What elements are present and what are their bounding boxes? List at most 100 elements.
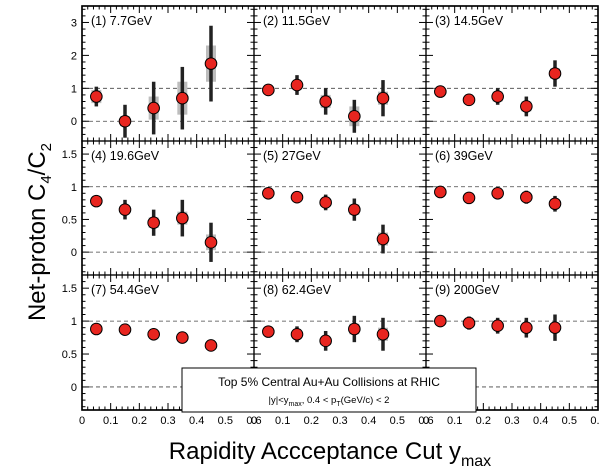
data-point: [548, 67, 562, 80]
x-tick-label: 0.5: [562, 415, 577, 427]
data-point: [434, 314, 447, 328]
data-point: [147, 216, 160, 230]
x-tick-label: 0.2: [132, 415, 147, 427]
x-tick-label: 0.5: [390, 415, 405, 427]
data-point: [491, 186, 504, 200]
y-axis-title-sep: /C: [24, 151, 51, 175]
x-tick-label: 0.3: [504, 415, 519, 427]
y-tick-label: 0.5: [62, 214, 77, 226]
x-tick-label: 0.5: [218, 415, 233, 427]
data-point: [491, 90, 504, 103]
x-tick-label: 0.3: [332, 415, 347, 427]
legend-line-2-b: max: [289, 401, 303, 408]
x-tick-label: 0.2: [476, 415, 491, 427]
outer-frame: [81, 5, 599, 411]
legend-frame: [181, 367, 477, 413]
x-axis-title-sub: max: [461, 453, 491, 470]
data-point: [434, 85, 447, 98]
data-point: [462, 316, 476, 330]
data-point: [290, 327, 304, 341]
x-tick-label: 0.1: [103, 415, 118, 427]
panel-6: (6) 39GeV: [425, 140, 599, 276]
data-point: [548, 197, 562, 211]
data-point: [462, 191, 476, 205]
y-tick-label: 1: [71, 316, 77, 328]
data-point: [491, 319, 504, 333]
y-tick-label: 1: [71, 83, 77, 95]
data-point: [520, 321, 533, 334]
x-tick-label: 0: [251, 415, 257, 427]
x-tick-label: 0.3: [160, 415, 175, 427]
data-point: [520, 190, 533, 204]
data-point: [90, 194, 103, 208]
x-axis-title: Rapidity Accceptance Cut ymax: [169, 438, 491, 470]
y-tick-label: 1: [71, 182, 77, 194]
data-point: [348, 203, 361, 216]
x-tick-label: 0.4: [533, 415, 548, 427]
data-point: [348, 110, 361, 123]
data-point: [204, 236, 218, 249]
data-point: [90, 90, 103, 103]
panel-label: (9) 200GeV: [435, 283, 500, 297]
x-tick-label: 0.1: [275, 415, 290, 427]
panel-label: (4) 19.6GeV: [91, 149, 160, 163]
panel-grid: 0 1 2 3 (1) 7.7GeV (2) 11.5GeV (3) 14.5GeV 0 0.5…: [62, 5, 600, 427]
y-tick-label: 0.5: [62, 349, 77, 361]
panel-9: 0 0.1 0.2 0.3 0.4 0.5 0.6 (9) 200GeV: [423, 274, 600, 427]
x-tick-label: 0.4: [361, 415, 376, 427]
panel-3: (3) 14.5GeV: [425, 5, 599, 142]
x-tick-label: 0.6: [246, 415, 261, 427]
panel-label: (5) 27GeV: [263, 149, 321, 163]
data-point: [118, 114, 132, 128]
y-tick-label: 1.5: [62, 283, 77, 295]
y-axis-title-sub2: 2: [38, 143, 55, 151]
data-point: [147, 327, 160, 341]
data-point: [262, 186, 275, 200]
data-point: [90, 322, 103, 336]
legend-line-2-d: T: [336, 401, 341, 408]
panel-label: (1) 7.7GeV: [91, 14, 153, 28]
panel-2: (2) 11.5GeV: [253, 5, 427, 142]
panel-label: (2) 11.5GeV: [263, 14, 331, 28]
data-point: [376, 91, 390, 105]
data-point: [176, 211, 189, 225]
data-point: [348, 322, 361, 336]
data-point: [290, 78, 304, 92]
x-tick-label: 0.2: [304, 415, 319, 427]
panel-label: (3) 14.5GeV: [435, 14, 504, 28]
panel-1: 0 1 2 3 (1) 7.7GeV: [71, 5, 255, 142]
y-axis-title-main: Net-proton C: [24, 184, 51, 321]
data-point: [290, 190, 304, 204]
legend-line-2-c: , 0.4 < p: [302, 395, 337, 406]
x-tick-label: 0: [423, 415, 429, 427]
data-point: [204, 339, 218, 352]
panel-5: (5) 27GeV: [253, 140, 427, 276]
data-point: [548, 321, 562, 334]
data-point: [262, 325, 275, 338]
data-point: [118, 323, 132, 336]
legend-line-2: |y|<ymax, 0.4 < pT(GeV/c) < 2: [269, 395, 390, 408]
data-point: [434, 185, 447, 199]
data-point: [319, 95, 332, 108]
legend-line-2-a: |y|<y: [269, 395, 289, 406]
data-point: [262, 83, 275, 97]
y-axis-title-sub1: 4: [38, 175, 55, 183]
panel-4: 0 0.5 1 1.5 (4) 19.6GeV: [62, 140, 255, 276]
data-point: [319, 196, 332, 209]
data-point: [376, 327, 390, 341]
y-tick-label: 2: [71, 50, 77, 62]
data-point: [520, 100, 533, 113]
data-point: [204, 57, 218, 70]
y-tick-label: 1.5: [62, 149, 77, 161]
data-point: [462, 93, 476, 107]
data-point: [147, 101, 160, 115]
data-point: [319, 334, 332, 348]
panel-label: (8) 62.4GeV: [263, 283, 332, 297]
x-tick-label: 0: [79, 415, 85, 427]
legend-box: Top 5% Central Au+Au Collisions at RHIC …: [181, 367, 477, 413]
y-tick-label: 0: [71, 247, 77, 259]
y-tick-label: 3: [71, 17, 77, 29]
legend-line-2-e: (GeV/c) < 2: [341, 395, 390, 406]
x-axis-title-main: Rapidity Accceptance Cut y: [169, 438, 461, 465]
